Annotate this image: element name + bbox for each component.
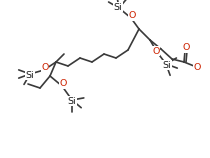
Text: O: O [128,12,136,21]
Text: O: O [182,43,190,52]
Text: Si: Si [26,70,34,79]
Text: O: O [59,79,67,88]
Text: Si: Si [68,97,76,106]
Text: O: O [41,64,49,73]
Text: Si: Si [163,61,171,70]
Text: O: O [152,46,160,55]
Text: O: O [193,63,201,72]
Text: Si: Si [114,3,122,12]
